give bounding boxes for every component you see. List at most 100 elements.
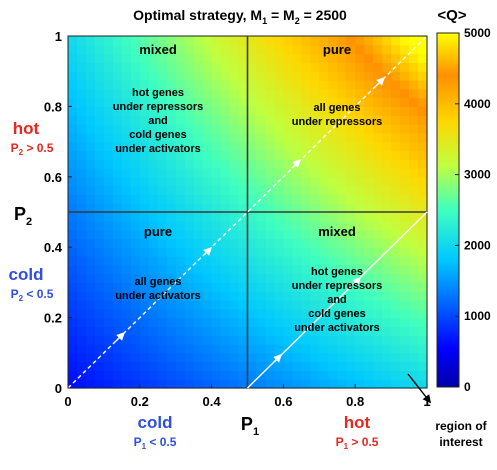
heatmap-cell [139,291,150,301]
heatmap-cell [319,176,329,187]
heatmap-cell [400,168,410,178]
heatmap-cell [103,282,114,292]
heatmap-cell [220,291,231,301]
heatmap-cell [103,141,114,151]
heatmap-cell [175,36,186,46]
heatmap-cell [94,36,105,46]
heatmap-cell [121,220,132,231]
heatmap-cell [121,379,132,389]
heatmap-cell [301,379,311,389]
heatmap-cell [337,300,347,310]
heatmap-cell [68,264,78,275]
heatmap-cell [76,291,87,301]
heatmap-cell [301,36,311,46]
heatmap-cell [373,168,383,178]
heatmap-cell [373,212,383,222]
heatmap-cell [220,344,231,354]
heatmap-cell [85,159,96,169]
heatmap-cell [202,124,213,134]
heatmap-cell [121,88,132,99]
heatmap-cell [382,229,392,239]
heatmap-cell [337,352,347,363]
heatmap-cell [382,361,392,371]
heatmap-cell [157,212,168,222]
heatmap-cell [274,36,284,46]
heatmap-cell [76,97,87,107]
heatmap-cell [85,317,96,327]
heatmap-cell [382,106,392,116]
heatmap-cell [328,185,338,195]
heatmap-cell [103,229,114,239]
heatmap-cell [166,317,177,327]
heatmap-cell [283,300,293,310]
heatmap-cell [256,238,267,248]
heatmap-cell [94,379,105,389]
heatmap-cell [319,317,329,327]
heatmap-cell [103,88,114,99]
heatmap-cell [175,317,186,327]
heatmap-cell [310,300,320,310]
heatmap-cell [400,159,410,169]
heatmap-cell [274,88,284,99]
heatmap-cell [68,335,78,345]
heatmap-cell [238,308,249,319]
heatmap-cell [68,212,78,222]
heatmap-cell [328,44,338,55]
heatmap-cell [265,379,276,389]
heatmap-cell [112,264,123,275]
heatmap-cell [220,282,231,292]
heatmap-cell [292,36,302,46]
heatmap-cell [247,220,258,231]
heatmap-cell [292,256,302,266]
heatmap-cell [148,247,159,257]
x-cold-condition: P1 < 0.5 [134,435,177,451]
heatmap-cell [157,229,168,239]
heatmap-cell [68,88,78,99]
y-tick-label: 0.4 [44,240,63,255]
heatmap-cell [247,132,258,143]
heatmap-cell [76,247,87,257]
heatmap-cell [382,44,392,55]
heatmap-cell [373,326,383,336]
heatmap-cell [301,132,311,143]
heatmap-cell [175,88,186,99]
heatmap-cell [310,203,320,213]
heatmap-cell [274,335,284,345]
heatmap-cell [103,176,114,187]
heatmap-cell [175,176,186,187]
heatmap-cell [121,124,132,134]
heatmap-cell [193,361,204,371]
heatmap-cell [391,282,401,292]
heatmap-cell [112,256,123,266]
heatmap-cell [310,352,320,363]
heatmap-cell [328,176,338,187]
heatmap-cell [346,273,356,283]
heatmap-cell [94,168,105,178]
heatmap-cell [346,352,356,363]
svg-text:under repressors: under repressors [113,101,203,113]
heatmap-cell [310,71,320,81]
heatmap-cell [247,194,258,204]
colorbar-tick-label: 1000 [464,309,491,323]
heatmap-cell [157,97,168,107]
heatmap-cell [211,194,222,204]
heatmap-cell [418,132,428,143]
heatmap-cell [247,282,258,292]
heatmap-cell [211,36,222,46]
heatmap-cell [130,97,141,107]
heatmap-cell [94,115,105,125]
heatmap-cell [274,256,284,266]
heatmap-cell [409,352,419,363]
heatmap-cell [112,124,123,134]
heatmap-cell [130,326,141,336]
heatmap-cell [157,141,168,151]
heatmap-cell [274,150,284,160]
heatmap-cell [184,326,195,336]
heatmap-cell [346,185,356,195]
heatmap-cell [157,370,168,380]
heatmap-cell [130,379,141,389]
colorbar-tick-label: 4000 [464,97,491,111]
heatmap-cell [148,282,159,292]
heatmap-cell [292,132,302,143]
heatmap-cell [202,88,213,99]
